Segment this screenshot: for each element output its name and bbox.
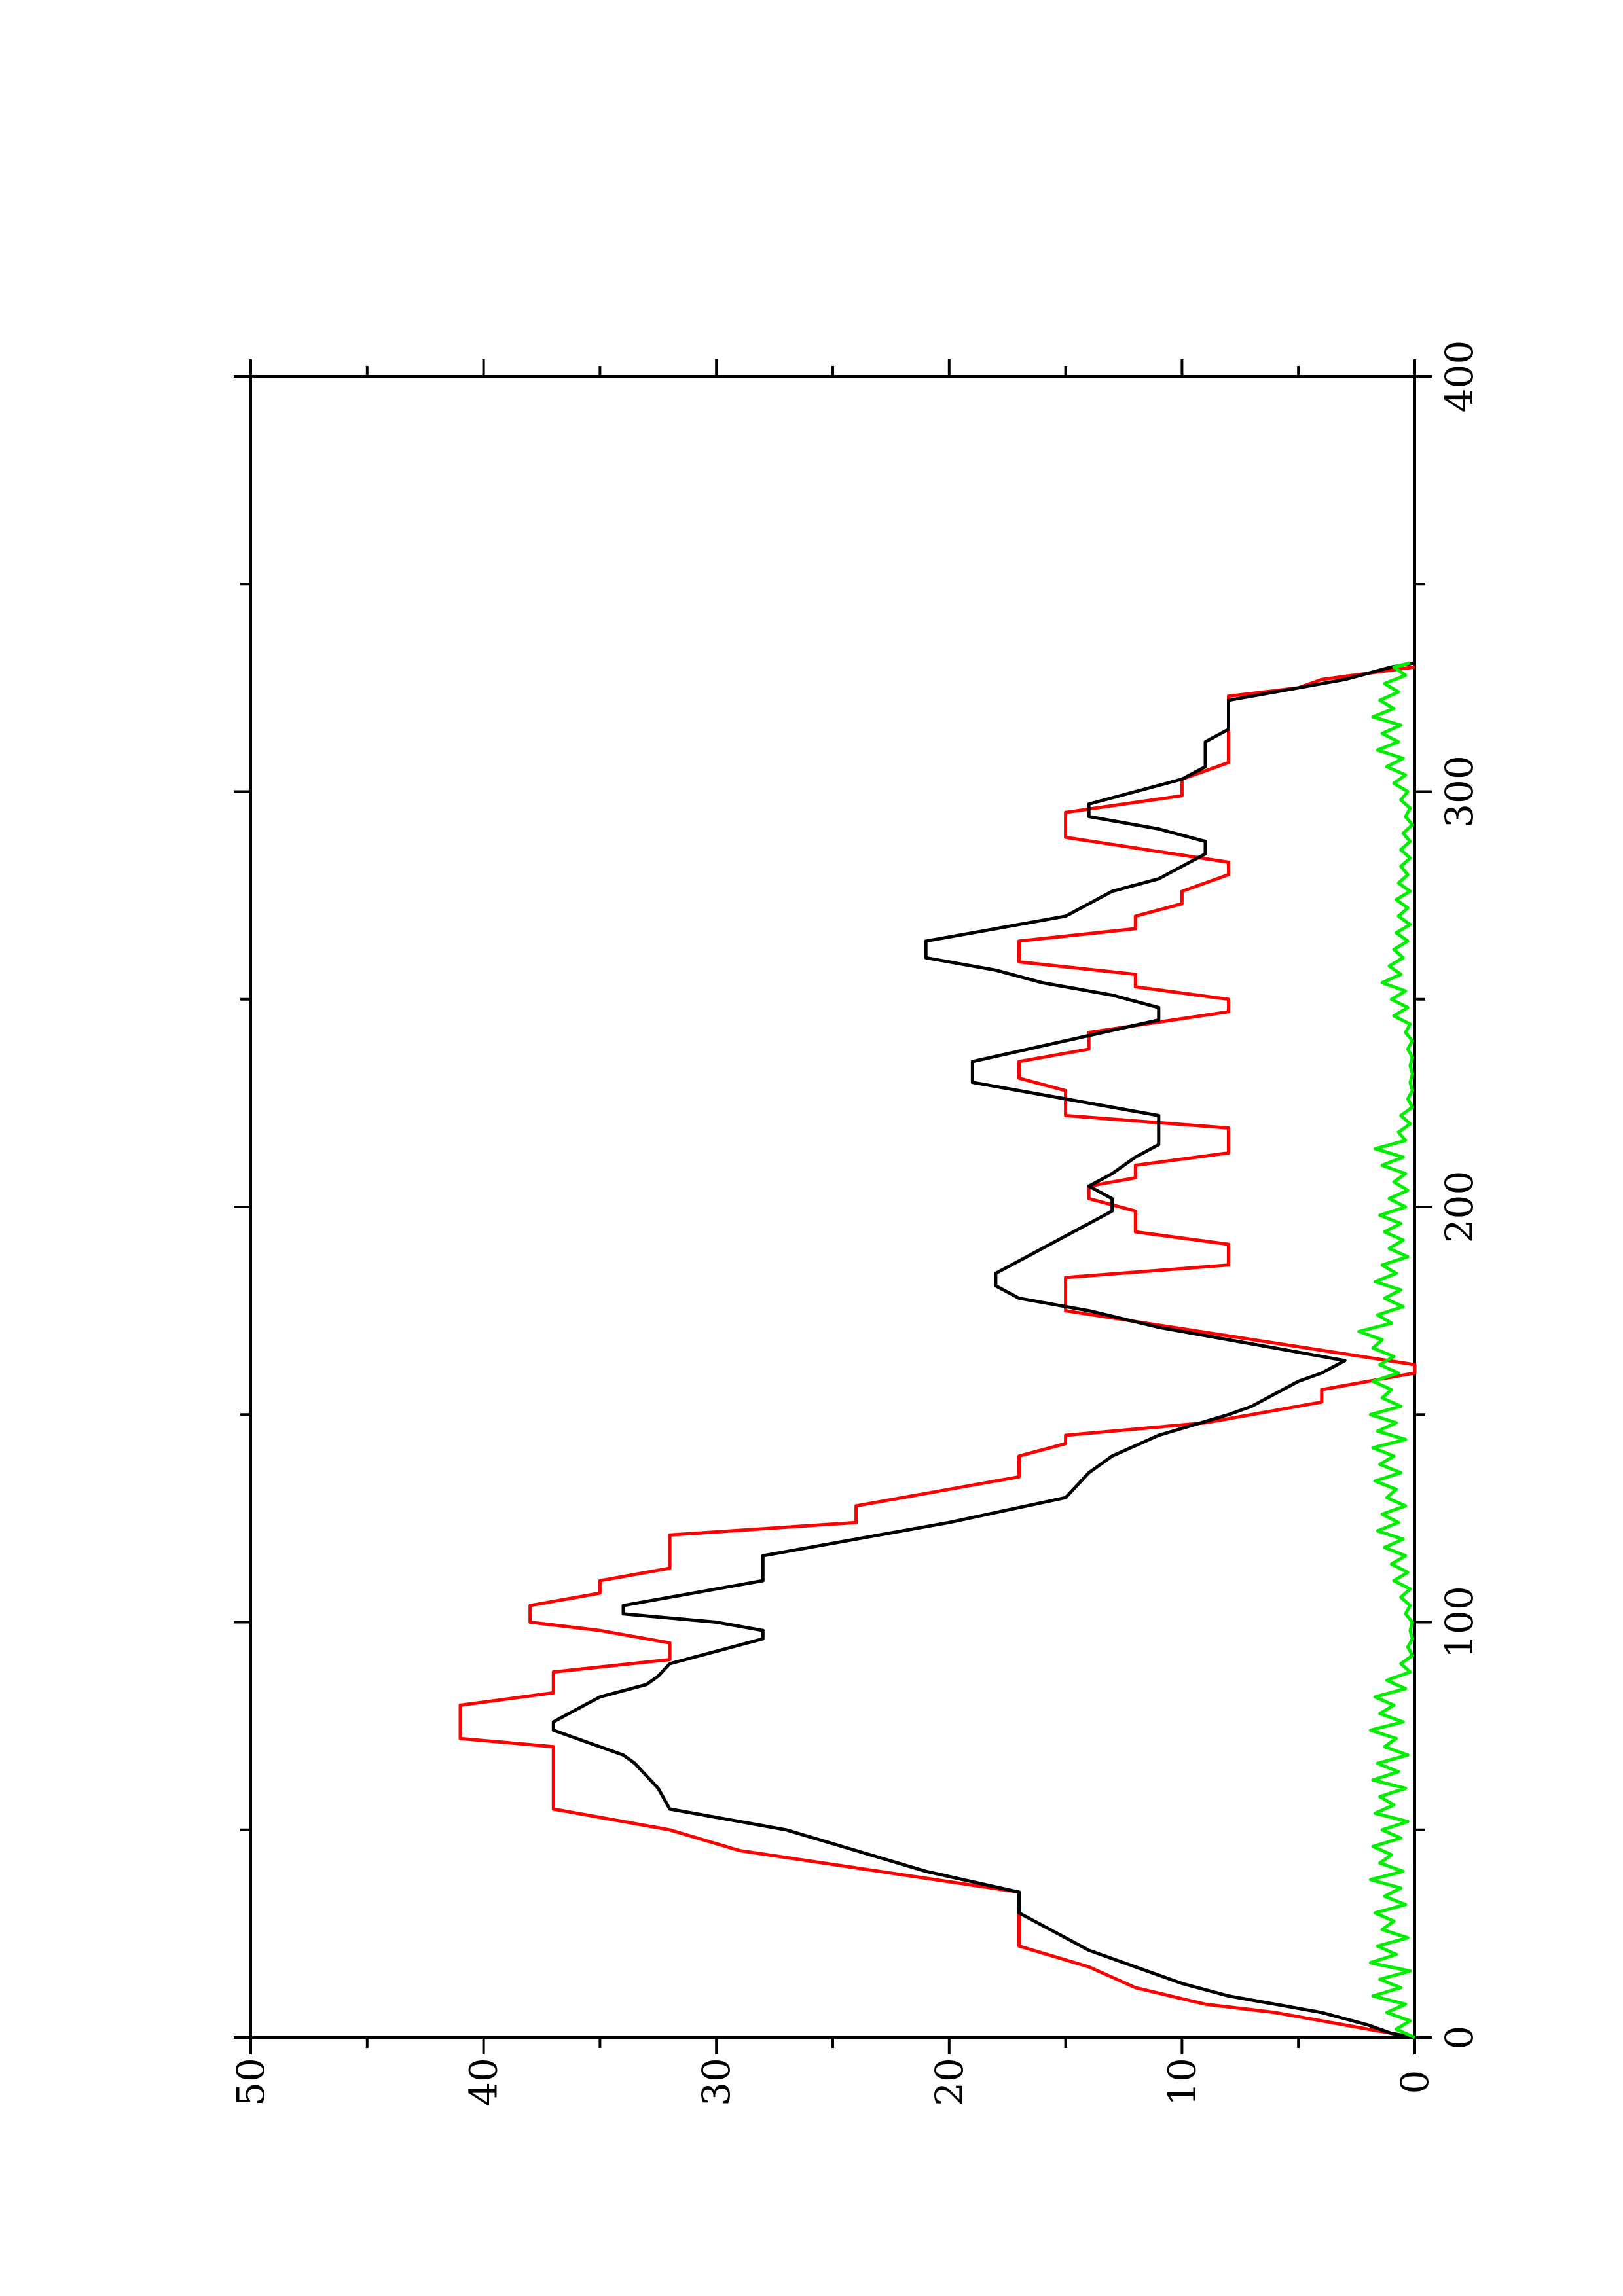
series-line-2 [551,661,1415,2039]
axis-ticks [234,359,1432,2054]
series-line-3 [1357,661,1416,2039]
tick-labels: 0 100 200 300 400 0 10 20 30 40 50 [228,340,1482,2106]
x-tick-label: 400 [1437,340,1482,413]
y-tick-label: 30 [694,2058,739,2106]
y-tick-label: 0 [1393,2070,1437,2094]
x-tick-label: 100 [1437,1586,1482,1659]
y-tick-label: 20 [927,2058,972,2106]
series-line-1 [458,665,1417,2039]
plot-frame [249,375,1416,2039]
x-tick-label: 0 [1437,2026,1482,2050]
y-tick-label: 10 [1159,2058,1204,2106]
series-lines [458,661,1417,2039]
x-tick-label: 300 [1437,755,1482,828]
y-tick-label: 40 [462,2058,506,2106]
x-tick-label: 200 [1437,1171,1482,1244]
y-tick-label: 50 [228,2058,273,2106]
